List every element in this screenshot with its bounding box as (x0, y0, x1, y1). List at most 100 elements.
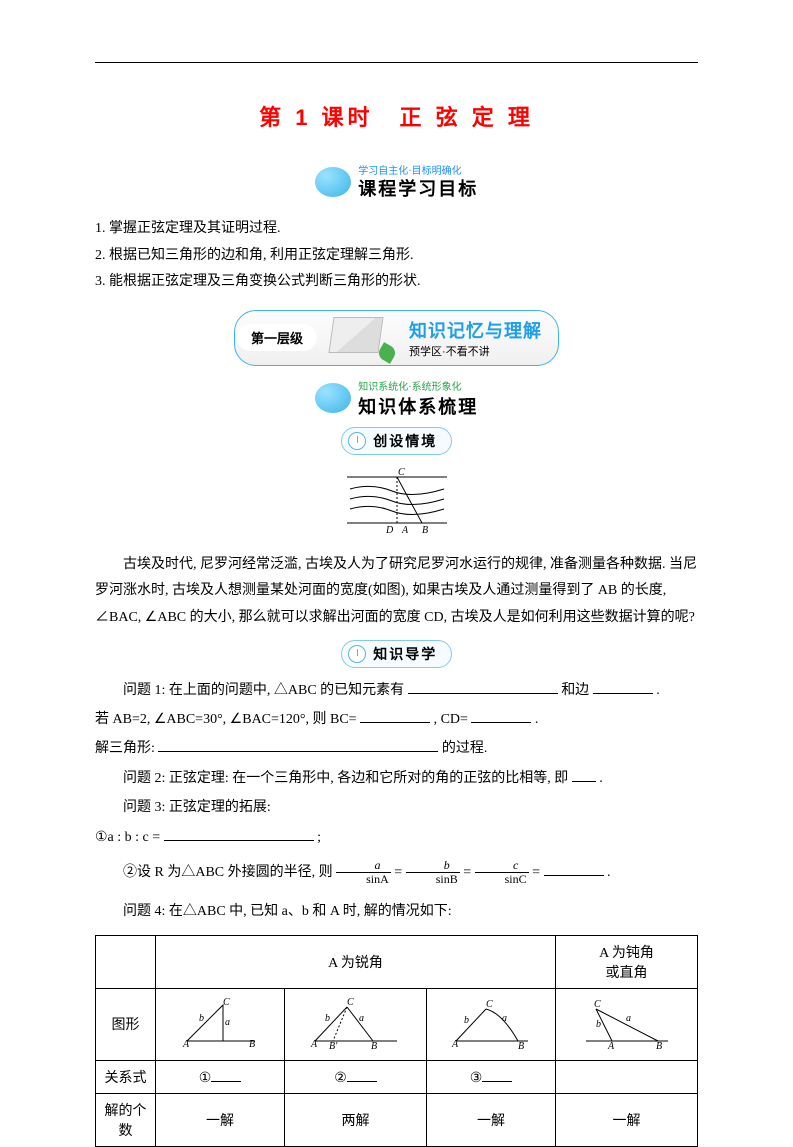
blank (164, 825, 314, 840)
nile-figure: C D A B (95, 465, 698, 540)
bubble-icon (315, 167, 351, 197)
relation-cell: ② (284, 1060, 426, 1093)
table-row: 图形 CABba CAB'Bba CABba CABba (96, 988, 698, 1060)
q3-item1: ①a : b : c = (95, 830, 160, 845)
guide-badge-text: 知识导学 (373, 648, 437, 663)
level-right-title: 知识记忆与理解 (409, 317, 542, 343)
objectives-banner: 学习自主化·目标明确化 课程学习目标 (95, 162, 698, 201)
svg-text:b: b (199, 1013, 204, 1024)
q1-text: . (535, 712, 539, 727)
svg-text:b: b (596, 1019, 601, 1030)
svg-text:C: C (594, 999, 601, 1010)
q2-text: 问题 2: 正弦定理: 在一个三角形中, 各边和它所对的角的正弦的比相等, 即 (123, 771, 568, 786)
table-cell (96, 935, 156, 988)
triangle-cell: C A Bb a (555, 988, 697, 1060)
svg-text:a: a (626, 1013, 631, 1024)
svg-text:A: A (451, 1039, 459, 1049)
page-top-rule (95, 62, 698, 63)
objectives-main-text: 课程学习目标 (358, 179, 478, 199)
q1-text: 解三角形: (95, 741, 155, 756)
row-shape: 图形 (96, 988, 156, 1060)
header-obtuse: A 为钝角 或直角 (555, 935, 697, 988)
svg-text:A: A (401, 525, 409, 535)
blank (544, 861, 604, 876)
row-relation: 关系式 (96, 1060, 156, 1093)
row-solutions: 解的个数 (96, 1094, 156, 1147)
header-acute: A 为锐角 (156, 935, 556, 988)
q1-text: 的过程. (442, 741, 488, 756)
svg-text:b: b (325, 1013, 330, 1024)
book-decoration-icon (321, 313, 401, 363)
solution-table: A 为锐角 A 为钝角 或直角 图形 CABba CAB'Bba CABba C… (95, 935, 698, 1147)
blank (211, 1067, 241, 1082)
knowledge-banner: 知识系统化·系统形象化 知识体系梳理 (95, 378, 698, 419)
q1-text: 若 AB=2, ∠ABC=30°, ∠BAC=120°, 则 BC= (95, 712, 357, 727)
bubble-icon (315, 383, 351, 413)
blank (572, 766, 596, 781)
blank (471, 708, 531, 723)
relation-cell: ① (156, 1060, 285, 1093)
question-2: 问题 2: 正弦定理: 在一个三角形中, 各边和它所对的角的正弦的比相等, 即 … (95, 764, 698, 793)
svg-text:B: B (656, 1041, 662, 1049)
objective-item: 3. 能根据正弦定理及三角变换公式判断三角形的形状. (95, 269, 698, 296)
level-banner: 第一层级 知识记忆与理解 预学区·不看不讲 (95, 310, 698, 366)
svg-text:C: C (347, 997, 354, 1008)
question-4-title: 问题 4: 在△ABC 中, 已知 a、b 和 A 时, 解的情况如下: (95, 897, 698, 926)
svg-text:C: C (486, 999, 493, 1010)
svg-text:B: B (518, 1041, 524, 1049)
clock-icon (348, 645, 366, 663)
knowledge-small-text: 知识系统化·系统形象化 (358, 378, 478, 393)
svg-text:a: a (359, 1013, 364, 1024)
q3-text: . (607, 865, 611, 880)
svg-text:a: a (502, 1013, 507, 1024)
q1-text: . (656, 683, 660, 698)
svg-text:b: b (464, 1015, 469, 1026)
blank (347, 1067, 377, 1082)
table-row: 关系式 ① ② ③ (96, 1060, 698, 1093)
fraction: b sinB (406, 859, 460, 886)
fraction: c sinC (475, 859, 529, 886)
triangle-cell: CAB'Bba (284, 988, 426, 1060)
objective-item: 2. 根据已知三角形的边和角, 利用正弦定理解三角形. (95, 243, 698, 270)
table-row: A 为锐角 A 为钝角 或直角 (96, 935, 698, 988)
blank (482, 1067, 512, 1082)
svg-text:A: A (310, 1039, 318, 1049)
solution-cell: 一解 (426, 1094, 555, 1147)
q2-text: . (599, 771, 603, 786)
svg-text:D: D (385, 525, 394, 535)
q3-eq: = (532, 865, 540, 880)
objectives-list: 1. 掌握正弦定理及其证明过程. 2. 根据已知三角形的边和角, 利用正弦定理解… (95, 216, 698, 296)
q1-text: , CD= (434, 712, 468, 727)
guide-badge-row: 知识导学 (95, 640, 698, 668)
q3-item1: ; (317, 830, 321, 845)
q3-item2: ②设 R 为△ABC 外接圆的半径, 则 (123, 865, 333, 880)
lesson-title: 第 1 课时 正 弦 定 理 (95, 100, 698, 132)
context-badge-row: 创设情境 (95, 427, 698, 455)
q3-eq: = (394, 865, 402, 880)
svg-text:B: B (249, 1039, 255, 1049)
objective-item: 1. 掌握正弦定理及其证明过程. (95, 216, 698, 243)
relation-cell (555, 1060, 697, 1093)
level-right-sub: 预学区·不看不讲 (409, 343, 542, 359)
question-3: 问题 3: 正弦定理的拓展: ①a : b : c = ; (95, 793, 698, 852)
blank (593, 678, 653, 693)
svg-text:A: A (607, 1041, 615, 1049)
blank (408, 678, 558, 693)
svg-text:A: A (182, 1039, 190, 1049)
fraction: a sinA (336, 859, 391, 886)
triangle-cell: CABba (156, 988, 285, 1060)
context-badge-text: 创设情境 (373, 435, 437, 450)
table-row: 解的个数 一解 两解 一解 一解 (96, 1094, 698, 1147)
triangle-cell: C A Bb a (426, 988, 555, 1060)
clock-icon (348, 432, 366, 450)
context-paragraph: 古埃及时代, 尼罗河经常泛滥, 古埃及人为了研究尼罗河水运行的规律, 准备测量各… (95, 552, 698, 632)
solution-cell: 两解 (284, 1094, 426, 1147)
svg-text:a: a (225, 1017, 230, 1028)
q1-text: 问题 1: 在上面的问题中, △ABC 的已知元素有 (123, 683, 404, 698)
q1-text: 和边 (561, 683, 589, 698)
solution-cell: 一解 (555, 1094, 697, 1147)
objectives-small-text: 学习自主化·目标明确化 (358, 162, 478, 177)
svg-text:B: B (422, 525, 428, 535)
blank (158, 737, 438, 752)
svg-text:C: C (398, 467, 405, 478)
